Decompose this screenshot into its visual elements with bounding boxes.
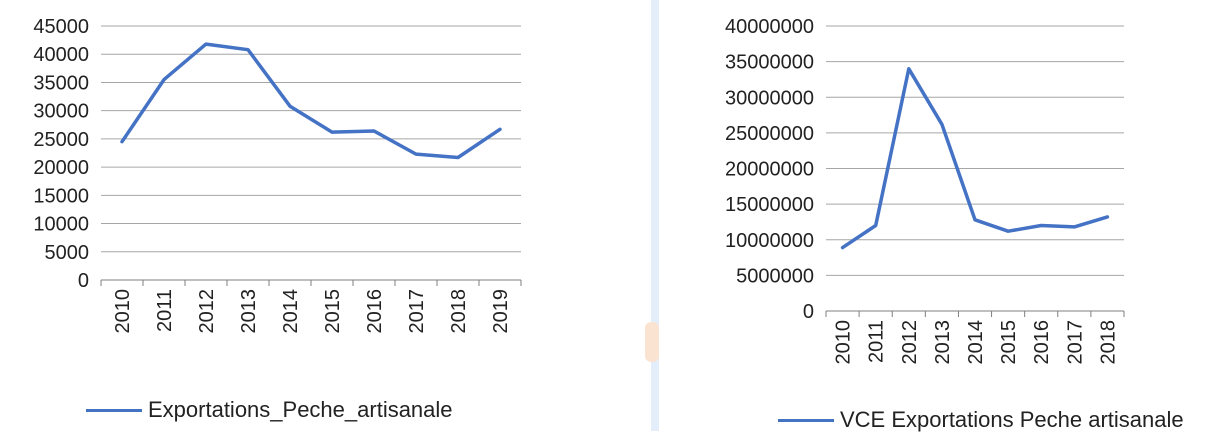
x-tick-label: 2017 [406,289,428,334]
legend-label: VCE Exportations Peche artisanale [840,407,1184,432]
y-tick-label: 5000 [45,242,90,264]
x-tick-label: 2014 [965,320,987,365]
y-tick-label: 10000 [33,214,89,236]
y-tick-label: 15000 [33,185,89,207]
legend-swatch [778,418,834,422]
x-tick-label: 2013 [238,289,260,334]
y-tick-label: 35000 [33,72,89,94]
x-tick-label: 2012 [899,320,921,365]
decorative-mark [645,322,659,362]
y-tick-label: 30000000 [725,87,814,109]
y-tick-label: 20000 [33,157,89,179]
y-tick-label: 40000 [33,44,89,66]
y-tick-label: 10000000 [725,230,814,252]
x-tick-label: 2010 [112,289,134,334]
series-line [120,42,502,160]
y-tick-label: 25000000 [725,123,814,145]
x-tick-label: 2016 [364,289,386,334]
x-tick-label: 2013 [932,320,954,365]
x-tick-label: 2017 [1064,320,1086,365]
y-tick-label: 30000 [33,101,89,123]
y-tick-label: 5000000 [736,265,814,287]
x-tick-label: 2012 [196,289,218,334]
y-tick-label: 20000000 [725,159,814,181]
y-tick-label: 35000000 [725,52,814,74]
x-tick-label: 2011 [154,289,176,332]
series-line [840,67,1110,250]
chart-vce-exportations: 0 5000000 10000000 15000000 20000000 25000000… [725,16,1125,365]
legend-swatch [86,408,142,412]
x-tick-label: 2016 [1031,320,1053,365]
x-tick-label: 2015 [998,320,1020,365]
y-tick-label: 0 [803,301,814,323]
y-tick-label: 45000 [33,16,89,38]
y-tick-label: 0 [78,270,89,292]
legend-chart-1: Exportations_Peche_artisanale [86,397,453,423]
x-tick-label: 2018 [1097,320,1119,365]
y-tick-label: 40000000 [725,16,814,38]
y-tick-label: 25000 [33,129,89,151]
x-tick-label: 2014 [280,289,302,334]
legend-chart-2: VCE Exportations Peche artisanale [778,407,1184,433]
y-tick-label: 15000000 [725,194,814,216]
x-tick-label: 2010 [833,320,855,365]
x-tick-label: 2018 [448,289,470,334]
x-tick-label: 2011 [866,320,888,363]
legend-label: Exportations_Peche_artisanale [148,397,453,422]
x-tick-label: 2019 [490,289,512,334]
chart-exportations: 0 5000 10000 15000 20000 25000 30000 35000 40000… [33,16,522,334]
panel-divider [651,0,659,431]
x-tick-label: 2015 [322,289,344,334]
